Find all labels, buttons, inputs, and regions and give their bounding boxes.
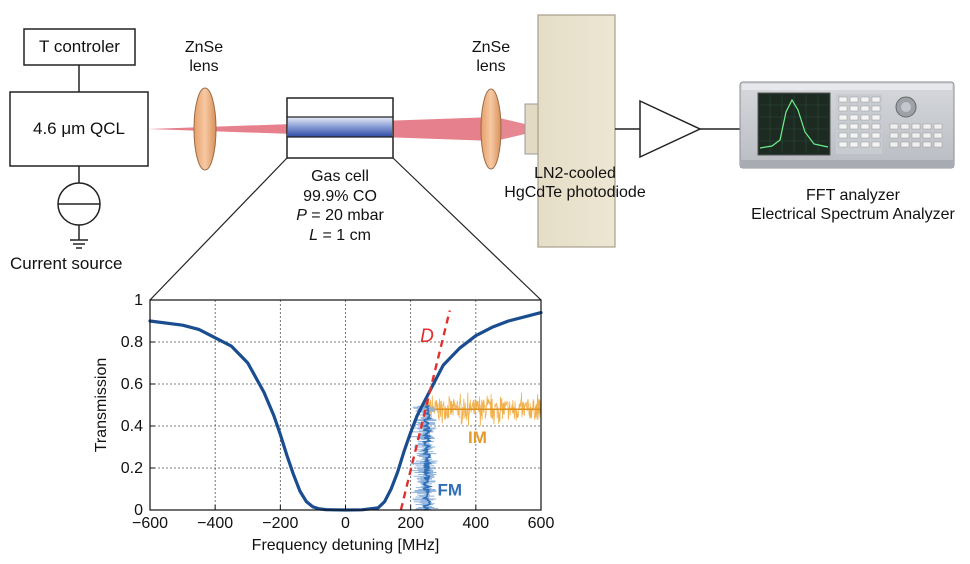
zoom-line-left xyxy=(149,157,288,301)
y-tick-label: 0.8 xyxy=(121,334,143,351)
x-axis-label: Frequency detuning [MHz] xyxy=(252,537,440,554)
gas-cell-label: Gas cell 99.9% CO P = 20 mbar L = 1 cm xyxy=(270,167,410,245)
znse-lens-right-icon xyxy=(480,88,502,170)
x-tick-label: 0 xyxy=(341,515,350,532)
current-source-icon xyxy=(57,182,101,249)
gas-cell-icon xyxy=(286,97,394,159)
lens-left-label: ZnSe lens xyxy=(184,39,224,75)
qcl-label: 4.6 μm QCL xyxy=(33,119,125,138)
discriminator-label: D xyxy=(420,326,434,347)
hgcdte-photodiode-icon xyxy=(524,14,616,248)
discriminator-line xyxy=(399,310,451,511)
amplifier-icon xyxy=(639,99,702,159)
x-tick-label: −400 xyxy=(197,515,233,532)
y-tick-label: 1 xyxy=(134,292,143,309)
im-noise-line xyxy=(423,392,542,427)
gas-cell-length: L = 1 cm xyxy=(309,226,371,244)
x-tick-label: 400 xyxy=(462,515,489,532)
y-tick-label: 0 xyxy=(134,502,143,519)
x-tick-label: 200 xyxy=(397,515,424,532)
gas-cell-gas: 99.9% CO xyxy=(303,187,377,205)
t-controller-box xyxy=(23,28,136,66)
qcl-box xyxy=(9,91,149,167)
x-tick-label: 600 xyxy=(528,515,555,532)
current-source-label: Current source xyxy=(10,254,123,273)
t-controller-label: T controler xyxy=(39,37,120,56)
transmission-chart: −600 −400 −200 0 200 400 600 0 0.2 0.4 0.6 0.8 1 Freq… xyxy=(93,292,554,554)
y-axis-label: Transmission xyxy=(93,358,110,453)
detector-label: LN2-cooled HgCdTe photodiode xyxy=(504,165,646,201)
y-tick-label: 0.4 xyxy=(121,418,143,435)
fm-core-line xyxy=(421,405,434,511)
y-tick-label: 0.6 xyxy=(121,376,143,393)
fm-label: FM xyxy=(437,480,462,499)
x-tick-label: −600 xyxy=(132,515,168,532)
im-series xyxy=(423,392,542,427)
gas-cell-pressure: P = 20 mbar xyxy=(296,207,384,224)
im-label: IM xyxy=(468,428,487,447)
spectrum-analyzer-icon xyxy=(739,81,955,169)
zoom-line-right xyxy=(392,157,542,301)
fm-series xyxy=(410,404,439,511)
y-tick-label: 0.2 xyxy=(121,460,143,477)
x-tick-label: −200 xyxy=(262,515,298,532)
lens-right-label: ZnSe lens xyxy=(471,39,511,75)
znse-lens-left-icon xyxy=(193,87,217,171)
gas-cell-name: Gas cell xyxy=(311,168,369,185)
analyzer-label: FFT analyzer Electrical Spectrum Analyzer xyxy=(751,187,955,223)
